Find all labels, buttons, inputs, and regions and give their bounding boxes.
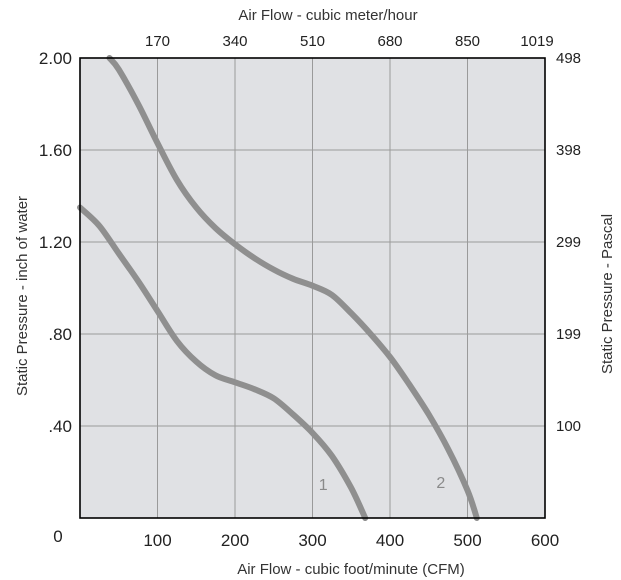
x-tick-label: 0 — [53, 527, 62, 546]
plot-frame — [79, 57, 546, 519]
curve-label-2: 2 — [436, 475, 445, 492]
y-tick-label: .80 — [48, 325, 72, 344]
x2-tick-label: 680 — [377, 33, 402, 50]
curve-label-1: 1 — [319, 477, 328, 494]
x-tick-label: 400 — [376, 531, 404, 550]
y-tick-label: 2.00 — [39, 49, 72, 68]
curve-2 — [106, 55, 480, 521]
curve-1 — [77, 204, 369, 521]
x2-tick-label: 170 — [145, 33, 170, 50]
x-tick-label: 600 — [531, 531, 559, 550]
x2-tick-label: 340 — [222, 33, 247, 50]
y2-tick-label: 199 — [556, 326, 581, 343]
y2-tick-label: 100 — [556, 418, 581, 435]
x-tick-label: 200 — [221, 531, 249, 550]
y-tick-label: .40 — [48, 417, 72, 436]
y2-tick-label: 299 — [556, 234, 581, 251]
x2-axis-title: Air Flow - cubic meter/hour — [238, 7, 417, 24]
x-tick-label: 300 — [298, 531, 326, 550]
x2-tick-label: 1019 — [520, 33, 553, 50]
y-axis-title: Static Pressure - inch of water — [14, 196, 31, 396]
x-tick-label: 500 — [453, 531, 481, 550]
x-tick-label: 100 — [143, 531, 171, 550]
x-axis-title: Air Flow - cubic foot/minute (CFM) — [237, 561, 465, 578]
y-tick-label: 1.60 — [39, 141, 72, 160]
x2-tick-label: 850 — [455, 33, 480, 50]
x2-tick-label: 510 — [300, 33, 325, 50]
y-tick-label: 1.20 — [39, 233, 72, 252]
y2-tick-label: 498 — [556, 50, 581, 67]
y2-axis-title: Static Pressure - Pascal — [599, 214, 616, 374]
y2-tick-label: 398 — [556, 142, 581, 159]
tick-labels: 0 100 200 300 400 500 600 170 340 510 680 850 1019 2.… — [39, 33, 581, 550]
